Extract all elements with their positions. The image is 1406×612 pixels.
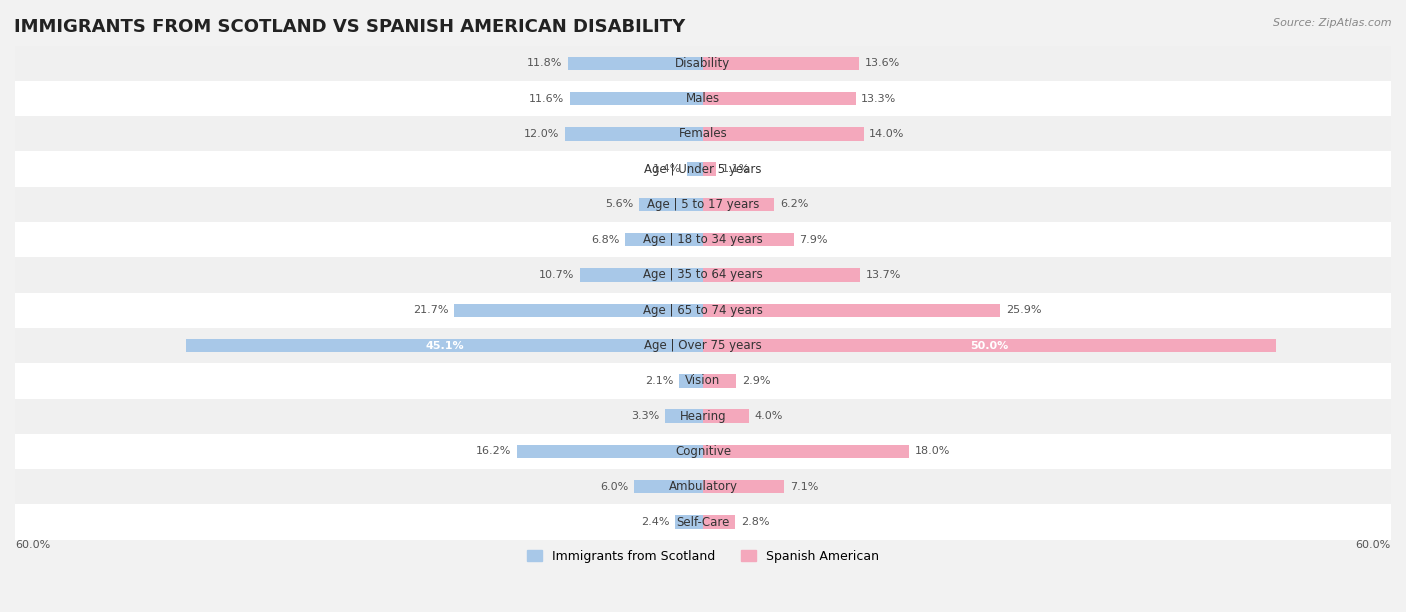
Bar bbox=[15, 504, 1391, 540]
Text: 13.3%: 13.3% bbox=[862, 94, 897, 103]
Text: Disability: Disability bbox=[675, 57, 731, 70]
Text: 21.7%: 21.7% bbox=[413, 305, 449, 315]
Bar bbox=[703, 198, 775, 211]
Text: Age | 35 to 64 years: Age | 35 to 64 years bbox=[643, 269, 763, 282]
Bar bbox=[581, 268, 703, 282]
Text: 10.7%: 10.7% bbox=[538, 270, 575, 280]
Text: Vision: Vision bbox=[685, 375, 721, 387]
Bar bbox=[15, 187, 1391, 222]
Text: 5.6%: 5.6% bbox=[605, 200, 633, 209]
Bar bbox=[638, 198, 703, 211]
Bar bbox=[186, 339, 703, 353]
Bar bbox=[703, 339, 1277, 353]
Text: Self-Care: Self-Care bbox=[676, 515, 730, 529]
Bar bbox=[15, 469, 1391, 504]
Text: 45.1%: 45.1% bbox=[425, 340, 464, 351]
Bar bbox=[703, 304, 1000, 317]
Text: 1.4%: 1.4% bbox=[652, 164, 682, 174]
Text: 6.2%: 6.2% bbox=[780, 200, 808, 209]
Bar bbox=[703, 480, 785, 493]
Bar bbox=[15, 152, 1391, 187]
Text: Source: ZipAtlas.com: Source: ZipAtlas.com bbox=[1274, 18, 1392, 28]
Text: 60.0%: 60.0% bbox=[1355, 540, 1391, 550]
Text: Age | 65 to 74 years: Age | 65 to 74 years bbox=[643, 304, 763, 317]
Bar bbox=[15, 257, 1391, 293]
Text: Females: Females bbox=[679, 127, 727, 140]
Text: 16.2%: 16.2% bbox=[477, 446, 512, 457]
Bar bbox=[703, 374, 737, 387]
Text: Ambulatory: Ambulatory bbox=[668, 480, 738, 493]
Text: Males: Males bbox=[686, 92, 720, 105]
Text: 1.1%: 1.1% bbox=[721, 164, 749, 174]
Bar bbox=[703, 233, 793, 247]
Text: Age | 5 to 17 years: Age | 5 to 17 years bbox=[647, 198, 759, 211]
Bar bbox=[626, 233, 703, 247]
Legend: Immigrants from Scotland, Spanish American: Immigrants from Scotland, Spanish Americ… bbox=[523, 545, 883, 568]
Bar bbox=[568, 56, 703, 70]
Text: 14.0%: 14.0% bbox=[869, 129, 904, 139]
Bar bbox=[454, 304, 703, 317]
Text: 2.1%: 2.1% bbox=[645, 376, 673, 386]
Text: 13.7%: 13.7% bbox=[866, 270, 901, 280]
Bar bbox=[15, 116, 1391, 152]
Text: Age | Under 5 years: Age | Under 5 years bbox=[644, 163, 762, 176]
Bar bbox=[15, 363, 1391, 398]
Bar bbox=[703, 56, 859, 70]
Bar bbox=[15, 81, 1391, 116]
Text: 25.9%: 25.9% bbox=[1005, 305, 1042, 315]
Bar bbox=[679, 374, 703, 387]
Text: Cognitive: Cognitive bbox=[675, 445, 731, 458]
Bar bbox=[703, 92, 855, 105]
Bar bbox=[703, 409, 749, 423]
Text: 11.6%: 11.6% bbox=[529, 94, 564, 103]
Text: 2.4%: 2.4% bbox=[641, 517, 669, 527]
Bar bbox=[15, 46, 1391, 81]
Bar bbox=[15, 293, 1391, 328]
Text: 7.1%: 7.1% bbox=[790, 482, 818, 491]
Bar bbox=[688, 162, 703, 176]
Bar bbox=[703, 515, 735, 529]
Text: 4.0%: 4.0% bbox=[755, 411, 783, 421]
Text: 6.8%: 6.8% bbox=[591, 234, 619, 245]
Bar bbox=[517, 445, 703, 458]
Bar bbox=[15, 222, 1391, 257]
Bar bbox=[565, 127, 703, 141]
Text: 12.0%: 12.0% bbox=[524, 129, 560, 139]
Text: 60.0%: 60.0% bbox=[15, 540, 51, 550]
Text: 6.0%: 6.0% bbox=[600, 482, 628, 491]
Bar bbox=[703, 445, 910, 458]
Text: 13.6%: 13.6% bbox=[865, 58, 900, 69]
Bar bbox=[634, 480, 703, 493]
Text: 2.9%: 2.9% bbox=[742, 376, 770, 386]
Text: 2.8%: 2.8% bbox=[741, 517, 769, 527]
Text: Hearing: Hearing bbox=[679, 409, 727, 423]
Bar bbox=[15, 398, 1391, 434]
Bar bbox=[665, 409, 703, 423]
Text: 7.9%: 7.9% bbox=[800, 234, 828, 245]
Text: Age | Over 75 years: Age | Over 75 years bbox=[644, 339, 762, 352]
Text: 18.0%: 18.0% bbox=[915, 446, 950, 457]
Text: 11.8%: 11.8% bbox=[527, 58, 562, 69]
Text: 3.3%: 3.3% bbox=[631, 411, 659, 421]
Bar bbox=[569, 92, 703, 105]
Bar bbox=[15, 328, 1391, 363]
Bar bbox=[15, 434, 1391, 469]
Bar bbox=[703, 127, 863, 141]
Bar bbox=[703, 162, 716, 176]
Text: IMMIGRANTS FROM SCOTLAND VS SPANISH AMERICAN DISABILITY: IMMIGRANTS FROM SCOTLAND VS SPANISH AMER… bbox=[14, 18, 685, 36]
Bar bbox=[675, 515, 703, 529]
Text: 50.0%: 50.0% bbox=[970, 340, 1008, 351]
Text: Age | 18 to 34 years: Age | 18 to 34 years bbox=[643, 233, 763, 246]
Bar bbox=[703, 268, 860, 282]
